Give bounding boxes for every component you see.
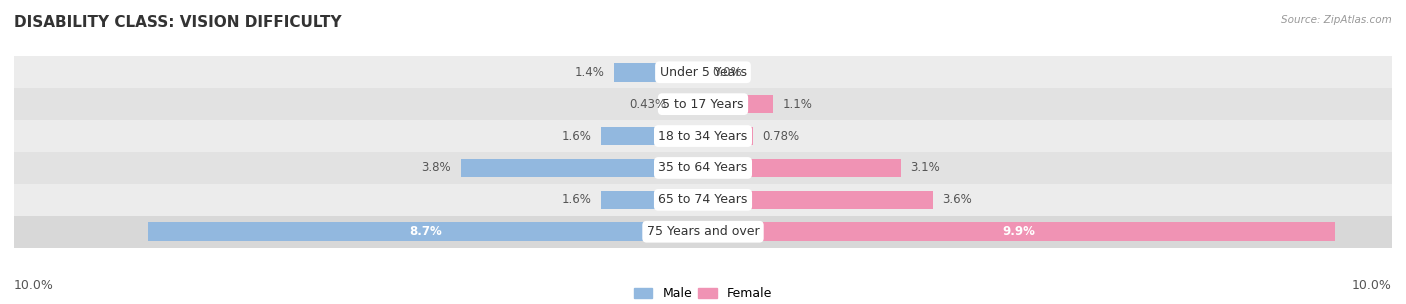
Text: 9.9%: 9.9% <box>1002 225 1035 238</box>
Text: 1.4%: 1.4% <box>574 66 605 79</box>
Bar <box>1 152 1405 184</box>
Text: 10.0%: 10.0% <box>1353 279 1392 292</box>
Bar <box>675 95 703 113</box>
Text: 1.6%: 1.6% <box>561 193 592 206</box>
Bar <box>703 95 773 113</box>
Text: 75 Years and over: 75 Years and over <box>647 225 759 238</box>
Text: 5 to 17 Years: 5 to 17 Years <box>662 98 744 111</box>
Text: 3.8%: 3.8% <box>422 161 451 174</box>
Bar <box>703 191 932 209</box>
Bar <box>703 127 752 145</box>
Bar <box>1 216 1405 248</box>
Text: 3.6%: 3.6% <box>942 193 972 206</box>
Bar <box>148 223 703 241</box>
Bar <box>1 88 1405 120</box>
Text: Under 5 Years: Under 5 Years <box>659 66 747 79</box>
Bar <box>613 63 703 81</box>
Legend: Male, Female: Male, Female <box>628 282 778 304</box>
Text: DISABILITY CLASS: VISION DIFFICULTY: DISABILITY CLASS: VISION DIFFICULTY <box>14 15 342 30</box>
Text: 0.43%: 0.43% <box>628 98 666 111</box>
Bar <box>703 223 1334 241</box>
Bar <box>1 120 1405 152</box>
Text: 3.1%: 3.1% <box>910 161 941 174</box>
Bar <box>703 159 901 177</box>
Text: 18 to 34 Years: 18 to 34 Years <box>658 130 748 143</box>
Text: Source: ZipAtlas.com: Source: ZipAtlas.com <box>1281 15 1392 25</box>
Bar <box>1 184 1405 216</box>
Bar <box>1 56 1405 88</box>
Text: 0.78%: 0.78% <box>762 130 800 143</box>
Bar <box>600 191 703 209</box>
Text: 8.7%: 8.7% <box>409 225 441 238</box>
Text: 0.0%: 0.0% <box>713 66 742 79</box>
Text: 10.0%: 10.0% <box>14 279 53 292</box>
Bar <box>461 159 703 177</box>
Text: 1.6%: 1.6% <box>561 130 592 143</box>
Text: 1.1%: 1.1% <box>783 98 813 111</box>
Text: 35 to 64 Years: 35 to 64 Years <box>658 161 748 174</box>
Text: 65 to 74 Years: 65 to 74 Years <box>658 193 748 206</box>
Bar <box>600 127 703 145</box>
